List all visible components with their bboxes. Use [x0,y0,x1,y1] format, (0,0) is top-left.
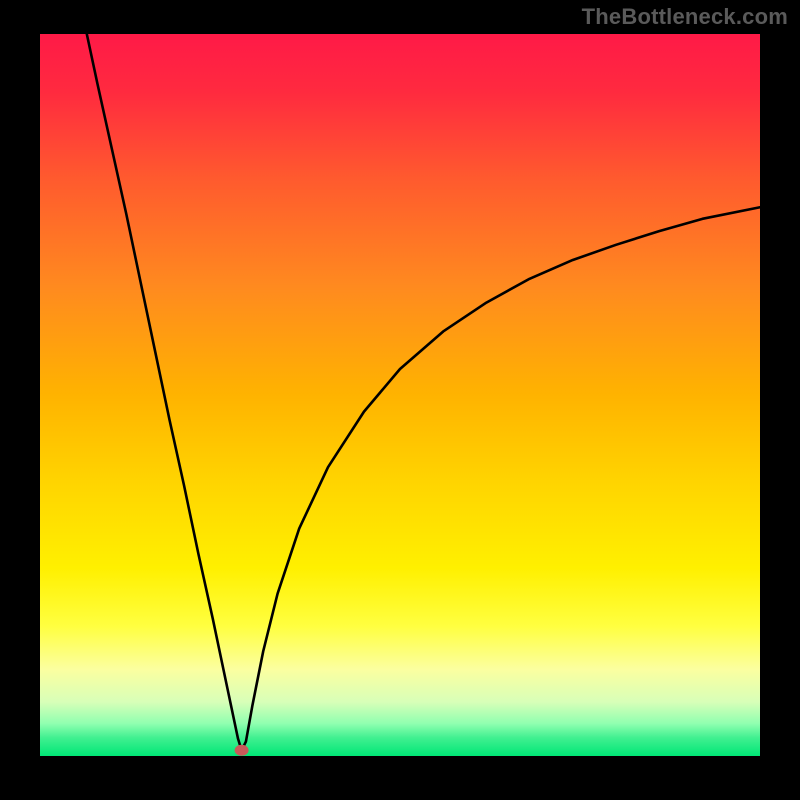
watermark-text: TheBottleneck.com [582,4,788,30]
plot-background [40,34,760,756]
optimal-point-marker [235,745,249,756]
bottleneck-chart [0,0,800,800]
chart-frame: TheBottleneck.com [0,0,800,800]
